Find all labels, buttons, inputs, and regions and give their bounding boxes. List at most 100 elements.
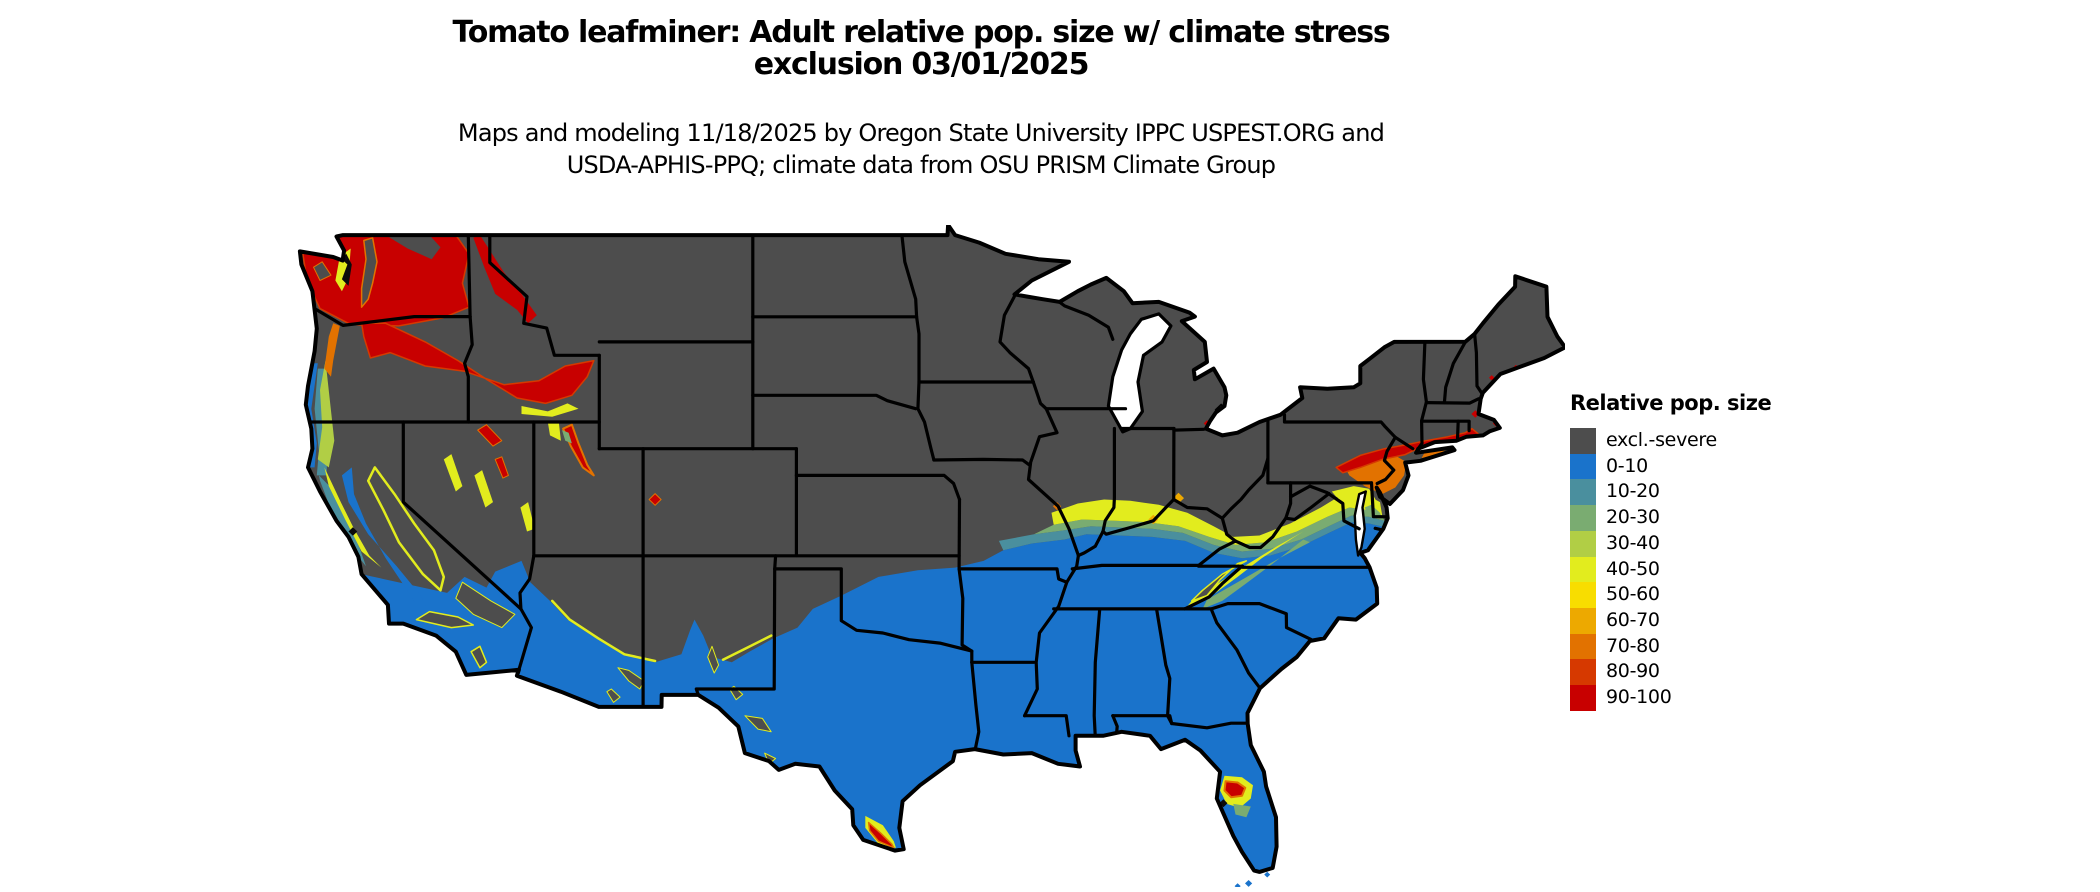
legend-label: excl.-severe xyxy=(1606,429,1717,451)
okanogan-gray xyxy=(385,235,441,260)
legend-swatch-icon xyxy=(1570,428,1596,454)
state-border-line xyxy=(1101,426,1116,534)
state-borders xyxy=(306,233,1484,751)
state-border-line xyxy=(794,473,962,502)
state-border-line xyxy=(1289,484,1361,531)
state-border-line xyxy=(313,307,472,327)
legend-label: 70-80 xyxy=(1606,634,1660,657)
nevada-fleck-3 xyxy=(520,502,535,532)
legend-item-90-100: 90-100 xyxy=(1570,685,1810,711)
state-border-line xyxy=(1220,516,1238,543)
utah-green-fringe xyxy=(562,430,572,444)
legend-label: 20-30 xyxy=(1606,506,1660,529)
nm-yellow-fringe xyxy=(721,634,773,661)
legend-item-80-90: 80-90 xyxy=(1570,659,1810,686)
orange-dot-cincinnati xyxy=(1173,492,1184,504)
nevada-fleck-2 xyxy=(474,470,493,508)
state-border-line xyxy=(1442,340,1467,405)
legend: Relative pop. size excl.-severe 0-10 10-20… xyxy=(1570,391,1810,711)
davis-mts-gray xyxy=(744,715,772,733)
ohio-valley-teal xyxy=(998,515,1387,559)
us-map xyxy=(285,223,1568,889)
oregon-snake-red xyxy=(360,322,595,405)
idaho-yellow-fringe xyxy=(521,403,579,417)
state-border-line xyxy=(1070,563,1201,571)
state-border-line xyxy=(1076,529,1105,558)
map-title-line1: Tomato leafminer: Adult relative pop. si… xyxy=(452,15,1390,50)
florida-green-fringe xyxy=(1233,803,1251,818)
legend-swatch-icon xyxy=(1570,556,1596,583)
legend-item-40-50: 40-50 xyxy=(1570,556,1810,583)
state-border-line xyxy=(1111,714,1174,726)
legend-swatch-icon xyxy=(1570,479,1596,506)
legend-item-excl-severe: excl.-severe xyxy=(1570,428,1810,454)
south-texas-red xyxy=(867,821,895,849)
legend-item-0-10: 0-10 xyxy=(1570,453,1810,480)
florida-keys-dot xyxy=(1245,880,1253,887)
state-border-line xyxy=(1209,602,1313,641)
state-border-line xyxy=(1369,481,1390,519)
utah-yellow-fringe xyxy=(547,422,561,441)
state-border-line xyxy=(1393,435,1415,451)
state-border-line xyxy=(1455,419,1460,441)
mojave-gray xyxy=(455,581,516,629)
florida-red-band xyxy=(1223,780,1247,799)
legend-label: 50-60 xyxy=(1606,583,1660,606)
olympics-gray xyxy=(313,261,332,281)
sacramento-mts-gray xyxy=(707,645,720,674)
state-border-line xyxy=(751,393,918,411)
map-subtitle-line2: USDA-APHIS-PPQ; climate data from OSU PR… xyxy=(566,151,1276,179)
state-border-line xyxy=(998,295,1035,384)
state-border-line xyxy=(1026,380,1080,558)
state-border-line xyxy=(1375,435,1397,486)
legend-item-10-20: 10-20 xyxy=(1570,479,1810,506)
state-border-line xyxy=(1473,332,1484,395)
legend-swatch-icon xyxy=(1570,659,1596,686)
state-border-line xyxy=(488,233,601,357)
legend-swatch-icon xyxy=(1570,530,1596,557)
california-coast-teal xyxy=(318,475,366,567)
az-mtn-gray-2 xyxy=(606,688,621,703)
cascades-gray xyxy=(360,237,378,308)
willamette-orange xyxy=(324,323,340,377)
state-border-line xyxy=(1057,300,1115,341)
legend-swatch-icon xyxy=(1570,453,1596,480)
state-border-line xyxy=(1284,492,1331,522)
blue-ridge-green xyxy=(1202,539,1310,609)
state-border-line xyxy=(900,233,936,462)
legend-swatch-icon xyxy=(1570,582,1596,609)
klamath-yellowgreen xyxy=(317,360,335,468)
florida-keys-dot xyxy=(1264,871,1271,878)
blue-south xyxy=(359,522,1422,872)
state-border-line xyxy=(1183,564,1244,611)
legend-label: 30-40 xyxy=(1606,531,1660,554)
legend-title: Relative pop. size xyxy=(1570,391,1772,415)
legend-swatch-icon xyxy=(1570,608,1596,634)
legend-item-20-30: 20-30 xyxy=(1570,505,1810,531)
state-border-line xyxy=(463,315,474,424)
state-border-line xyxy=(518,554,536,611)
state-border-line xyxy=(694,567,777,697)
state-border-line xyxy=(970,660,981,751)
washington-red xyxy=(301,234,470,327)
central-valley-blue xyxy=(341,467,430,615)
lake-michigan xyxy=(1106,312,1173,434)
sierra-gray xyxy=(366,466,446,592)
state-border-line xyxy=(1209,607,1262,690)
state-border-line xyxy=(957,567,1069,584)
state-border-line xyxy=(1172,427,1206,432)
nevada-fleck-4 xyxy=(494,456,509,479)
us-map-svg xyxy=(297,223,1568,889)
state-border-line xyxy=(773,554,974,664)
florida-keys-dot xyxy=(1234,883,1241,889)
map-subtitle-line1: Maps and modeling 11/18/2025 by Oregon S… xyxy=(457,119,1385,147)
us-outline xyxy=(297,223,1568,874)
map-title-line2: exclusion 03/01/2025 xyxy=(753,47,1090,82)
north-coast-blue xyxy=(304,363,318,468)
socal-mtn-gray-1 xyxy=(415,610,475,629)
mogollon-yellow-fringe xyxy=(550,599,657,663)
legend-label: 0-10 xyxy=(1606,454,1648,477)
state-border-line xyxy=(1170,721,1248,730)
state-border-line xyxy=(1022,714,1071,738)
